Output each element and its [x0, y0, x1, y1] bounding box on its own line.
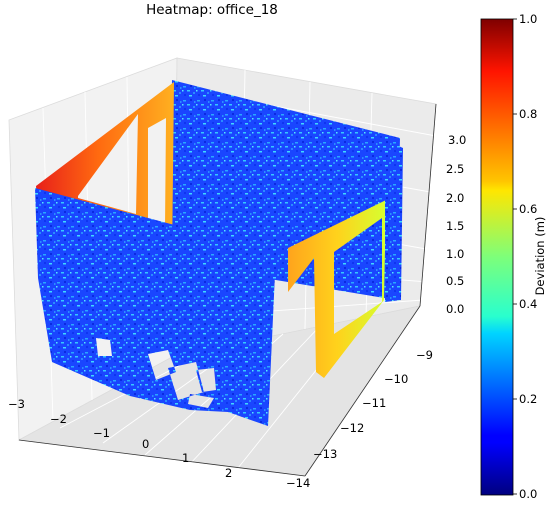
- z-tick-label: 1.5: [446, 219, 464, 233]
- y-axis: −9 −10 −11 −12 −13 −14: [286, 305, 433, 490]
- colorbar-gradient: [480, 18, 514, 496]
- z-tick-label: 0.5: [446, 274, 464, 288]
- right-wall-edge: [385, 140, 403, 302]
- y-tick-label: −10: [384, 372, 408, 386]
- z-tick-label: 0.0: [446, 302, 464, 316]
- colorbar-tick-label: 0.4: [519, 297, 537, 311]
- point-cloud: [35, 80, 403, 426]
- z-tick-label: 3.0: [448, 133, 466, 147]
- z-axis: 3.0 2.5 2.0 1.5 1.0 0.5 0.0: [419, 103, 466, 316]
- colorbar-tick-label: 0.0: [519, 487, 537, 501]
- colorbar-tick-label: 1.0: [519, 12, 537, 26]
- z-tick-label: 2.5: [446, 162, 464, 176]
- z-tick-label: 1.0: [446, 247, 464, 261]
- colorbar: 1.0 0.8 0.6 0.4 0.2 0.0 Deviation (m): [480, 12, 547, 501]
- colorbar-tick-label: 0.8: [519, 107, 537, 121]
- x-tick-label: 0: [142, 437, 149, 451]
- x-tick-label: −1: [93, 426, 110, 440]
- y-tick-label: −12: [340, 421, 364, 435]
- right-wall-surface: [288, 200, 386, 378]
- colorbar-label: Deviation (m): [533, 217, 547, 296]
- y-tick-label: −9: [416, 348, 433, 362]
- x-tick-label: −2: [50, 412, 67, 426]
- y-tick-label: −11: [362, 396, 386, 410]
- x-tick-label: −3: [8, 397, 25, 411]
- x-tick-label: 2: [225, 466, 232, 480]
- chart-title: Heatmap: office_18: [146, 2, 278, 18]
- z-tick-label: 2.0: [446, 191, 464, 205]
- colorbar-tick-label: 0.6: [519, 202, 537, 216]
- front-wall-surface: [35, 188, 276, 426]
- x-tick-label: 1: [182, 451, 189, 465]
- y-tick-label: −13: [313, 447, 337, 461]
- y-tick-label: −14: [286, 476, 310, 490]
- colorbar-tick-label: 0.2: [519, 392, 537, 406]
- x-axis: −3 −2 −1 0 1 2: [8, 397, 306, 480]
